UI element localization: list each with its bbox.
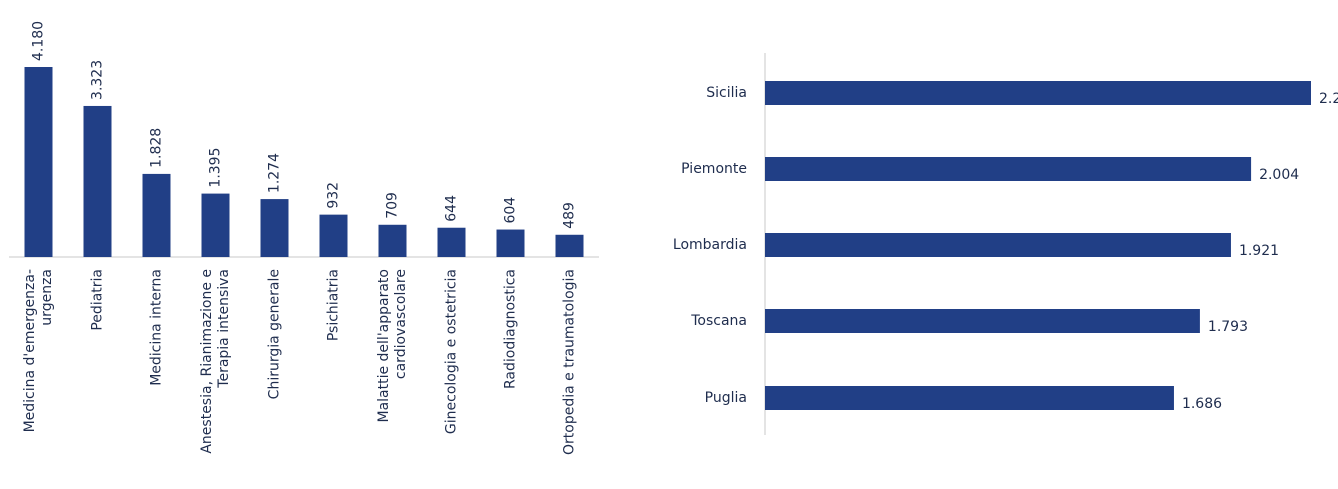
data-label: 2.251 — [1319, 91, 1338, 107]
bar — [765, 157, 1252, 181]
bar — [765, 81, 1311, 105]
data-label: 4.180 — [31, 21, 47, 61]
data-label: 1.921 — [1239, 243, 1279, 259]
bar — [378, 224, 407, 257]
x-tick-label: Medicina interna — [149, 269, 165, 386]
x-tick-label: Ortopedia e traumatologia — [562, 269, 578, 455]
y-tick-label: Sicilia — [706, 85, 747, 101]
x-tick-label: Pediatria — [90, 269, 106, 331]
bar — [496, 229, 525, 257]
x-tick-label: urgenza — [39, 269, 55, 326]
data-label: 3.323 — [90, 60, 106, 100]
x-tick-label: Radiodiagnostica — [503, 269, 519, 389]
data-label: 1.828 — [149, 128, 165, 168]
bar — [83, 105, 112, 257]
bar — [260, 199, 289, 257]
x-tick-label: Medicina d'emergenza- — [22, 269, 38, 432]
x-tick-label: Chirurgia generale — [267, 269, 283, 399]
data-label: 932 — [326, 182, 342, 209]
bar — [201, 193, 230, 257]
x-tick-label: Anestesia, Rianimazione e — [199, 269, 215, 454]
specialty-bar-chart: 4.180 Medicina d'emergenza-urgenza 3.323 Pe… — [9, 21, 599, 455]
x-tick-label: Ginecologia e ostetricia — [444, 269, 460, 434]
data-label: 2.004 — [1259, 167, 1299, 183]
bar — [319, 214, 348, 257]
bar — [24, 67, 53, 257]
y-tick-label: Lombardia — [673, 237, 747, 253]
data-label: 644 — [444, 195, 460, 222]
bar — [437, 227, 466, 257]
x-tick-label: Malattie dell'apparato — [376, 269, 392, 423]
data-label: 1.274 — [267, 153, 283, 193]
bar — [765, 309, 1200, 333]
bar — [142, 173, 171, 257]
y-tick-label: Piemonte — [681, 161, 747, 177]
y-tick-label: Toscana — [690, 313, 747, 329]
region-bar-chart: Sicilia 2.251 Piemonte 2.004 Lombardia 1.921 T… — [673, 53, 1338, 435]
bar — [765, 233, 1231, 257]
data-label: 1.686 — [1182, 396, 1222, 412]
data-label: 489 — [562, 202, 578, 229]
data-label: 709 — [385, 192, 401, 219]
y-tick-label: Puglia — [705, 390, 747, 406]
x-tick-label: cardiovascolare — [393, 269, 409, 379]
bar — [555, 234, 584, 257]
x-tick-label: Terapia intensiva — [216, 269, 232, 389]
data-label: 604 — [503, 197, 519, 224]
data-label: 1.793 — [1208, 319, 1248, 335]
x-tick-label: Psichiatria — [326, 269, 342, 341]
bar — [765, 386, 1174, 410]
data-label: 1.395 — [208, 147, 224, 187]
